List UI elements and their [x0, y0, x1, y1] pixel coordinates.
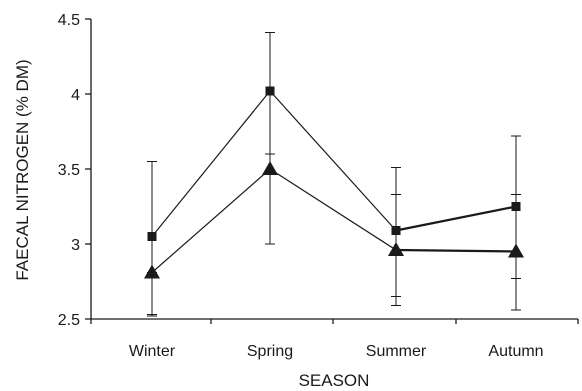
series-layer [144, 32, 524, 317]
x-tick-label: Summer [366, 343, 427, 360]
data-point-square [265, 86, 275, 96]
data-point-triangle [388, 242, 404, 256]
x-tick-label: Winter [129, 343, 176, 360]
series-line-segment [395, 248, 517, 253]
series-line-segment [151, 168, 271, 273]
y-tick-label: 3 [71, 237, 80, 254]
y-tick-label: 4.5 [58, 12, 80, 29]
x-axis-title: SEASON [299, 371, 370, 390]
y-axis-ticks: 2.5 3 3.5 4 4.5 [58, 12, 91, 329]
series-line-segment [395, 205, 517, 232]
data-point-triangle [144, 264, 160, 279]
x-tick-label: Spring [247, 343, 293, 360]
series-square [147, 32, 521, 315]
series-line-segment [269, 168, 397, 251]
series-triangle [144, 153, 524, 317]
y-tick-label: 2.5 [58, 312, 80, 329]
data-point-triangle [508, 243, 524, 258]
y-axis-title: FAECAL NITROGEN (% DM) [13, 59, 32, 280]
data-point-square [147, 232, 157, 241]
x-tick-label: Autumn [488, 343, 543, 360]
series-line-segment [269, 90, 397, 231]
series-line-segment [151, 90, 271, 237]
x-axis-ticks: Winter Spring Summer Autumn [90, 319, 579, 360]
data-point-triangle [262, 161, 278, 175]
y-tick-label: 3.5 [58, 162, 80, 179]
y-tick-label: 4 [71, 87, 80, 104]
